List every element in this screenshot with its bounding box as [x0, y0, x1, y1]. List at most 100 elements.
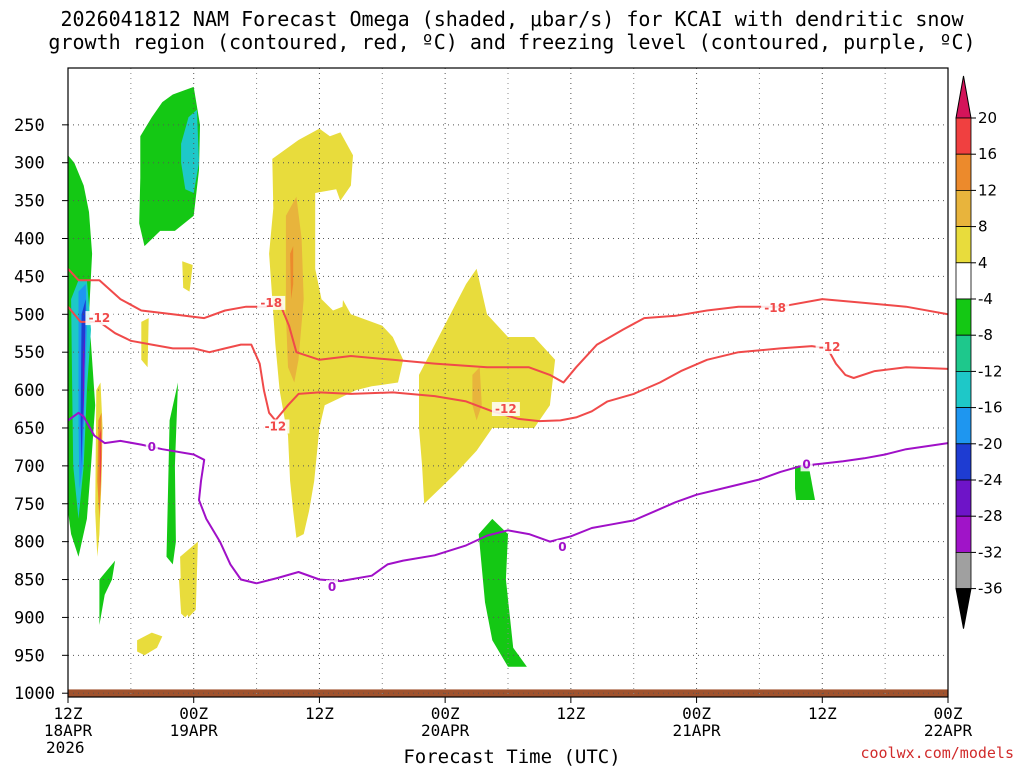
contour-lines: [68, 268, 948, 585]
colorbar-bottom-triangle: [955, 588, 972, 629]
colorbar-label-1: 16: [978, 145, 997, 163]
contour-label-bg-2-2: [556, 539, 569, 554]
chart-title-line2: growth region (contoured, red, ºC) and f…: [48, 30, 976, 54]
colorbar-label-4: 4: [978, 254, 988, 272]
ytick-label-650: 650: [14, 419, 45, 439]
colorbar-label-5: -4: [978, 290, 993, 308]
omega-region-8: [99, 560, 116, 625]
contour-label-bg-2-3: [800, 457, 813, 472]
colorbar-swatch-5: [955, 262, 972, 300]
plot-border: [67, 67, 949, 698]
contour-label-bg-2-0: [145, 439, 158, 454]
colorbar-label-10: -24: [978, 471, 1003, 489]
omega-region-9: [139, 86, 200, 247]
omega-region-18: [315, 189, 346, 311]
contour-label-1-2: -12: [495, 402, 517, 416]
ytick-label-900: 900: [14, 608, 45, 628]
colorbar-label-2: 12: [978, 181, 997, 199]
omega-region-19: [285, 196, 304, 383]
contour-label-1-1: -12: [265, 419, 287, 433]
plot-frame: [67, 67, 949, 698]
colorbar-swatch-10: [955, 443, 972, 481]
xtick-label-48-1: 12Z: [556, 704, 585, 723]
ytick-label-250: 250: [14, 116, 45, 136]
colorbar-swatch-2: [955, 153, 972, 191]
colorbar-swatch-12: [955, 515, 972, 553]
ytick-label-500: 500: [14, 305, 45, 325]
omega-region-10: [181, 109, 199, 193]
colorbar-label-0: 20: [978, 109, 997, 127]
colorbar-label-3: 8: [978, 218, 988, 236]
chart-title-line1: 2026041812 NAM Forecast Omega (shaded, μ…: [60, 7, 964, 31]
omega-region-21: [419, 268, 556, 504]
contour-label-bg-1-3: [815, 339, 844, 354]
ytick-label-700: 700: [14, 457, 45, 477]
xtick-label-12-1: 00Z: [179, 704, 208, 723]
xtick-label-0-1: 12Z: [54, 704, 83, 723]
contour-label-bg-1-0: [85, 311, 114, 326]
colorbar-label-12: -32: [978, 543, 1003, 561]
xtick-label-60-1: 00Z: [682, 704, 711, 723]
xtick-label-12-2: 19APR: [170, 721, 219, 740]
x-axis-label: Forecast Time (UTC): [403, 746, 621, 768]
xtick-label-36-1: 00Z: [431, 704, 460, 723]
omega-region-15: [182, 261, 193, 292]
contour-label-1-0: -12: [89, 311, 111, 325]
colorbar-swatch-6: [955, 298, 972, 336]
contour-label-0-0: -18: [260, 296, 282, 310]
colorbar: 20 16 12 8 4 -4 -8 -12 -16 -20 -24 -28 -32 -36: [955, 75, 1003, 629]
colorbar-swatch-1: [955, 117, 972, 155]
xtick-label-0-2: 18APR: [44, 721, 93, 740]
contour-labels: -18 -18 -12 -12 -12 -12 0 0 0 0: [85, 295, 844, 595]
omega-region-4: [82, 329, 85, 428]
contour-label-0-1: -18: [764, 301, 786, 315]
colorbar-label-9: -20: [978, 435, 1003, 453]
xtick-label-72-1: 12Z: [808, 704, 837, 723]
contour-label-bg-0-0: [257, 295, 286, 310]
colorbar-swatch-13: [955, 552, 972, 590]
xtick-label-36-2: 20APR: [421, 721, 470, 740]
omega-region-12: [166, 382, 178, 565]
colorbar-label-6: -8: [978, 326, 993, 344]
xtick-label-24-1: 12Z: [305, 704, 334, 723]
contour-label-bg-1-1: [261, 419, 290, 434]
contour-label-2-3: 0: [802, 457, 810, 471]
omega-region-7: [99, 428, 102, 497]
colorbar-swatch-4: [955, 226, 972, 264]
xtick-label-84-2: 22APR: [924, 721, 973, 740]
ytick-label-750: 750: [14, 495, 45, 515]
colorbar-label-11: -28: [978, 507, 1003, 525]
ytick-label-600: 600: [14, 381, 45, 401]
colorbar-label-13: -36: [978, 580, 1003, 598]
colorbar-swatch-7: [955, 334, 972, 372]
contour-label-1-3: -12: [819, 340, 841, 354]
ytick-label-800: 800: [14, 533, 45, 553]
omega-region-23: [478, 518, 527, 667]
gridlines: [68, 68, 948, 697]
ytick-label-300: 300: [14, 154, 45, 174]
contour-label-bg-0-1: [761, 301, 790, 316]
y-axis-ticks: 250 300 350 400 450 500 550 600 650 700 750 800 850 9…: [14, 116, 68, 704]
omega-shading: [68, 86, 815, 667]
ytick-label-850: 850: [14, 571, 45, 591]
contour-label-bg-2-1: [326, 580, 338, 595]
colorbar-swatch-3: [955, 189, 972, 227]
contour-label-2-1: 0: [328, 580, 336, 594]
xtick-label-84-1: 00Z: [934, 704, 963, 723]
contour-label-bg-1-2: [491, 402, 520, 417]
colorbar-label-8: -16: [978, 399, 1003, 417]
xtick-label-0-3: 2026: [46, 738, 85, 757]
colorbar-top-triangle: [955, 75, 972, 119]
contour-0: [68, 268, 948, 384]
ytick-label-400: 400: [14, 230, 45, 250]
contour-2: [68, 411, 948, 585]
ytick-label-350: 350: [14, 192, 45, 212]
contour-label-2-2: 0: [558, 540, 566, 554]
colorbar-swatch-11: [955, 479, 972, 517]
colorbar-label-7: -12: [978, 362, 1003, 380]
ytick-label-1000: 1000: [14, 684, 55, 704]
omega-region-14: [137, 632, 163, 656]
ytick-label-450: 450: [14, 267, 45, 287]
xtick-label-60-2: 21APR: [672, 721, 721, 740]
